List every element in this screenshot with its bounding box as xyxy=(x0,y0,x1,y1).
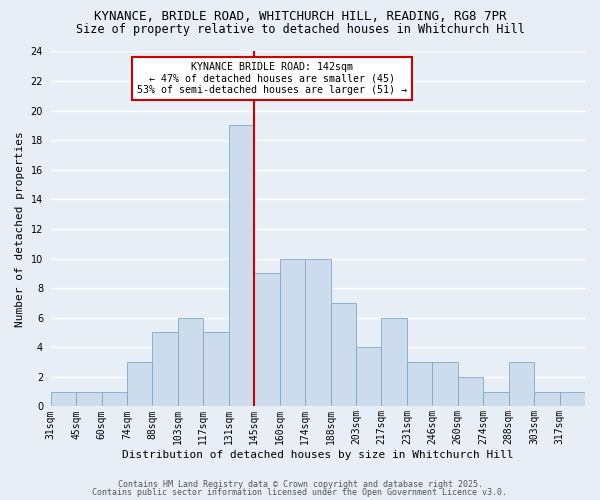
Bar xyxy=(305,258,331,406)
Y-axis label: Number of detached properties: Number of detached properties xyxy=(15,131,25,327)
Bar xyxy=(76,392,101,406)
Bar xyxy=(433,362,458,406)
Bar xyxy=(458,377,483,406)
Text: Size of property relative to detached houses in Whitchurch Hill: Size of property relative to detached ho… xyxy=(76,22,524,36)
Bar xyxy=(203,332,229,406)
Bar xyxy=(356,348,382,406)
Bar xyxy=(152,332,178,406)
Bar xyxy=(382,318,407,406)
Text: KYNANCE BRIDLE ROAD: 142sqm
← 47% of detached houses are smaller (45)
53% of sem: KYNANCE BRIDLE ROAD: 142sqm ← 47% of det… xyxy=(137,62,407,96)
Text: Contains HM Land Registry data © Crown copyright and database right 2025.: Contains HM Land Registry data © Crown c… xyxy=(118,480,482,489)
Bar xyxy=(534,392,560,406)
Bar xyxy=(509,362,534,406)
Bar xyxy=(178,318,203,406)
Text: KYNANCE, BRIDLE ROAD, WHITCHURCH HILL, READING, RG8 7PR: KYNANCE, BRIDLE ROAD, WHITCHURCH HILL, R… xyxy=(94,10,506,23)
Bar xyxy=(331,303,356,406)
Text: Contains public sector information licensed under the Open Government Licence v3: Contains public sector information licen… xyxy=(92,488,508,497)
Bar xyxy=(280,258,305,406)
Bar xyxy=(254,274,280,406)
Bar xyxy=(127,362,152,406)
Bar xyxy=(50,392,76,406)
X-axis label: Distribution of detached houses by size in Whitchurch Hill: Distribution of detached houses by size … xyxy=(122,450,514,460)
Bar xyxy=(101,392,127,406)
Bar xyxy=(483,392,509,406)
Bar xyxy=(229,126,254,406)
Bar xyxy=(407,362,433,406)
Bar xyxy=(560,392,585,406)
